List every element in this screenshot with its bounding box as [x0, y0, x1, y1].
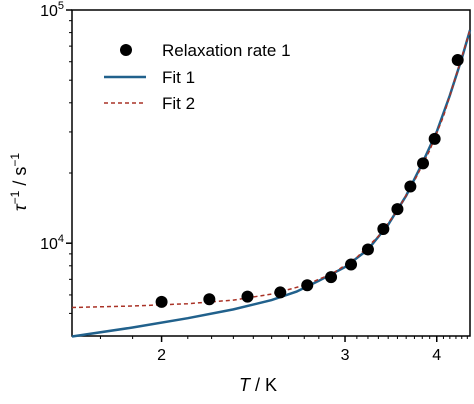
data-point: [325, 271, 338, 284]
y-axis-symbol: τ: [10, 203, 30, 211]
data-point: [361, 243, 374, 256]
x-tick-label: 2: [157, 347, 166, 364]
fit1-line: [71, 29, 472, 338]
x-axis-label: T / K: [239, 375, 277, 395]
data-point: [451, 54, 464, 67]
data-point: [301, 279, 314, 292]
ticks: 2 3 4 104 105: [40, 0, 468, 364]
y-axis-mid: / s: [10, 167, 30, 191]
legend-label-fit1: Fit 1: [162, 68, 195, 87]
x-tick-label: 4: [432, 347, 441, 364]
data-point: [345, 258, 358, 271]
data-point: [155, 295, 168, 308]
fit2-line: [71, 29, 471, 309]
data-point: [203, 293, 216, 306]
y-axis-label: τ−1 / s−1: [8, 153, 30, 211]
data-point: [391, 203, 404, 216]
data-point: [417, 157, 430, 170]
legend-label-relaxation: Relaxation rate 1: [162, 41, 291, 60]
legend-label-fit2: Fit 2: [162, 94, 195, 113]
data-point: [377, 223, 390, 236]
y-axis-sup2: −1: [8, 153, 22, 167]
legend-marker-relaxation: [120, 44, 132, 56]
y-tick-label: 104: [40, 233, 64, 253]
data-point: [241, 290, 254, 303]
data-point: [274, 286, 287, 299]
y-axis-sup1: −1: [8, 190, 22, 204]
data-point: [404, 180, 417, 193]
x-tick-label: 3: [341, 347, 350, 364]
legend: Relaxation rate 1 Fit 1 Fit 2: [104, 41, 291, 113]
series-layer: [71, 29, 472, 338]
x-axis-unit: / K: [250, 375, 277, 395]
y-tick-label: 105: [40, 0, 64, 20]
data-point: [428, 132, 441, 145]
x-axis-symbol: T: [239, 375, 252, 395]
